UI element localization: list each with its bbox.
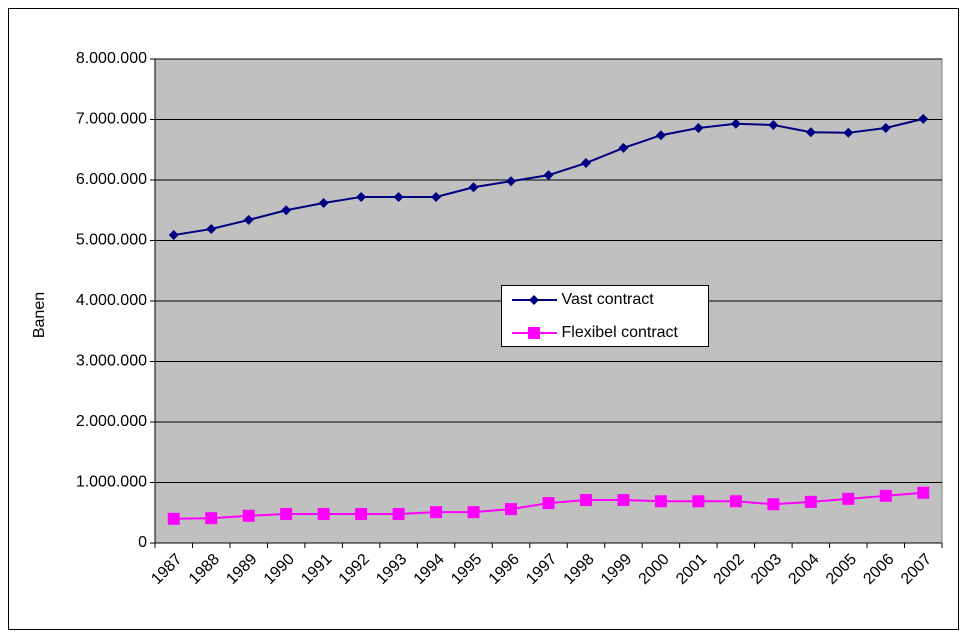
x-tick-label: 1991	[298, 551, 335, 588]
chart-border	[8, 8, 959, 630]
x-tick-label: 1997	[523, 551, 560, 588]
marker	[393, 191, 404, 202]
y-tick-label: 2.000.000	[76, 413, 147, 430]
marker	[317, 507, 330, 520]
marker	[280, 507, 293, 520]
marker	[617, 494, 630, 507]
x-tick-label: 1995	[448, 551, 485, 588]
marker	[879, 489, 892, 502]
marker	[917, 486, 930, 499]
y-tick-label: 5.000.000	[76, 232, 147, 249]
x-tick-label: 2001	[673, 551, 710, 588]
marker	[167, 512, 180, 525]
legend: Vast contract Flexibel contract	[500, 285, 709, 347]
marker	[693, 122, 704, 133]
marker	[206, 224, 217, 235]
marker	[655, 130, 666, 141]
x-tick-label: 1994	[411, 551, 448, 588]
marker	[318, 197, 329, 208]
marker	[243, 214, 254, 225]
y-tick-label: 7.000.000	[76, 111, 147, 128]
marker	[468, 182, 479, 193]
x-tick-label: 1987	[148, 551, 185, 588]
marker	[205, 512, 218, 525]
y-tick-label: 3.000.000	[76, 353, 147, 370]
legend-label: Flexibel contract	[561, 324, 679, 341]
marker	[729, 495, 742, 508]
marker	[168, 230, 179, 241]
marker	[242, 509, 255, 522]
x-tick-label: 1990	[261, 551, 298, 588]
marker	[767, 498, 780, 511]
x-tick-label: 1989	[223, 551, 260, 588]
x-tick-label: 2007	[898, 551, 935, 588]
x-tick-label: 2000	[636, 551, 673, 588]
marker	[430, 506, 443, 519]
x-tick-label: 2006	[860, 551, 897, 588]
marker	[880, 122, 891, 133]
y-tick-label: 1.000.000	[76, 474, 147, 491]
marker	[542, 497, 555, 510]
y-axis-label: Banen	[31, 292, 48, 338]
legend-item: Flexibel contract	[502, 323, 708, 342]
marker	[467, 506, 480, 519]
x-tick-label: 2002	[711, 551, 748, 588]
marker	[618, 142, 629, 153]
x-tick-label: 1998	[561, 551, 598, 588]
y-tick-label: 4.000.000	[76, 292, 147, 309]
x-tick-label: 1999	[598, 551, 635, 588]
marker	[392, 507, 405, 520]
marker	[580, 158, 591, 169]
x-tick-label: 1988	[186, 551, 223, 588]
y-tick-label: 8.000.000	[76, 50, 147, 67]
legend-item: Vast contract	[502, 290, 708, 309]
marker	[730, 118, 741, 129]
marker	[506, 176, 517, 187]
marker	[543, 170, 554, 181]
marker	[804, 495, 817, 508]
marker	[692, 495, 705, 508]
marker	[281, 205, 292, 216]
marker	[805, 127, 816, 138]
marker	[528, 295, 539, 305]
x-tick-label: 2003	[748, 551, 785, 588]
marker	[505, 503, 518, 516]
marker	[356, 191, 367, 202]
x-tick-label: 1993	[373, 551, 410, 588]
marker	[654, 495, 667, 508]
marker	[527, 327, 540, 339]
x-tick-label: 2004	[785, 551, 822, 588]
legend-swatch	[511, 327, 557, 339]
y-tick-label: 0	[138, 534, 147, 551]
x-tick-label: 1992	[336, 551, 373, 588]
marker	[843, 127, 854, 138]
marker	[579, 494, 592, 507]
marker	[768, 119, 779, 130]
legend-swatch	[511, 295, 557, 305]
x-tick-label: 2005	[823, 551, 860, 588]
marker	[842, 492, 855, 505]
marker	[355, 507, 368, 520]
x-tick-label: 1996	[486, 551, 523, 588]
legend-label: Vast contract	[561, 291, 654, 308]
y-tick-label: 6.000.000	[76, 171, 147, 188]
marker	[431, 191, 442, 202]
marker	[918, 113, 929, 124]
